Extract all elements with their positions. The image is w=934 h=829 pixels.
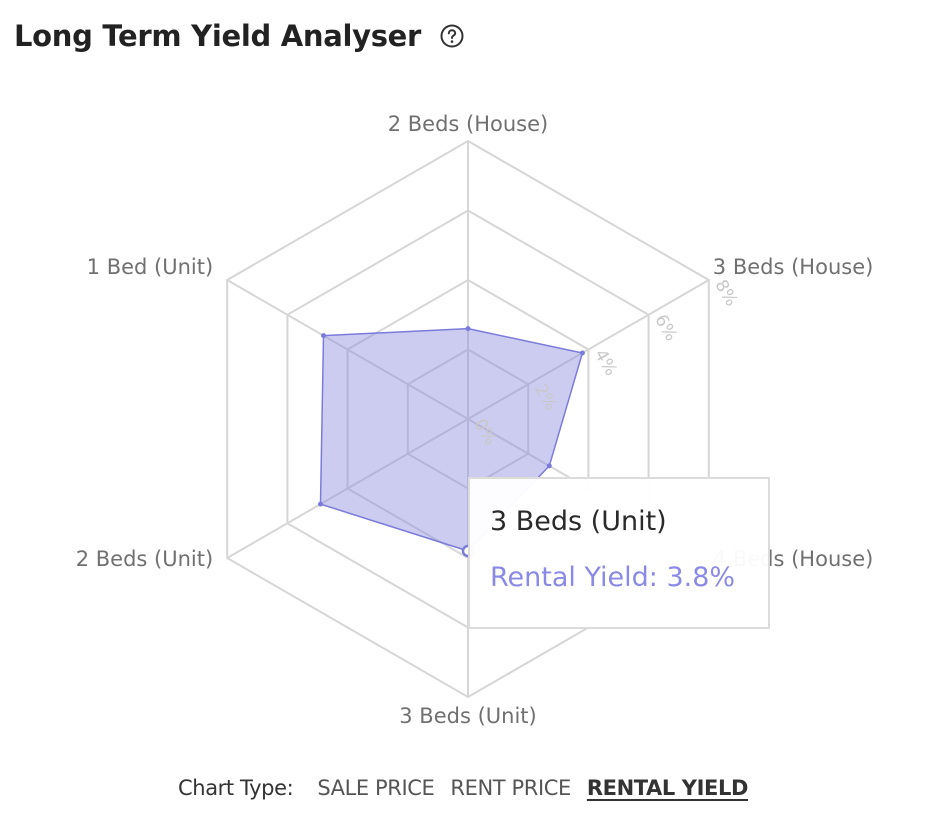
tooltip-value: Rental Yield: 3.8% — [490, 562, 736, 593]
chart-type-selector: Chart Type: SALE PRICE RENT PRICE RENTAL… — [0, 776, 934, 800]
tick-label: 8% — [710, 277, 741, 310]
axis-label: 3 Beds (House) — [713, 255, 874, 279]
data-point[interactable] — [465, 326, 471, 332]
axis-spoke — [467, 279, 710, 420]
data-point[interactable] — [579, 350, 585, 356]
axis-label: 2 Beds (Unit) — [76, 547, 213, 571]
chart-type-sale-price[interactable]: SALE PRICE — [317, 776, 435, 800]
data-point[interactable] — [546, 463, 552, 469]
chart-type-rent-price[interactable]: RENT PRICE — [450, 776, 571, 800]
data-point[interactable] — [318, 501, 323, 507]
chart-type-label: Chart Type: — [178, 776, 294, 800]
axis-label: 2 Beds (House) — [388, 112, 549, 136]
tick-label: 6% — [650, 311, 681, 344]
data-point[interactable] — [321, 333, 326, 339]
chart-tooltip: 3 Beds (Unit) Rental Yield: 3.8% — [468, 477, 770, 629]
axis-spoke — [226, 418, 469, 559]
tick-label: 4% — [590, 346, 621, 379]
axis-label: 1 Bed (Unit) — [87, 255, 214, 279]
tooltip-title: 3 Beds (Unit) — [490, 506, 667, 537]
chart-type-rental-yield[interactable]: RENTAL YIELD — [586, 776, 749, 800]
radar-axis-labels: 2 Beds (House)3 Beds (House)4 Beds (Hous… — [76, 112, 874, 728]
chart-header: Long Term Yield Analyser — [14, 14, 465, 58]
axis-label: 3 Beds (Unit) — [399, 704, 536, 728]
help-circle-icon[interactable] — [439, 23, 465, 49]
radar-chart: 0%2%4%6%8% 2 Beds (House)3 Beds (House)4… — [76, 112, 874, 728]
page-title: Long Term Yield Analyser — [14, 19, 422, 53]
axis-spoke — [226, 279, 469, 420]
